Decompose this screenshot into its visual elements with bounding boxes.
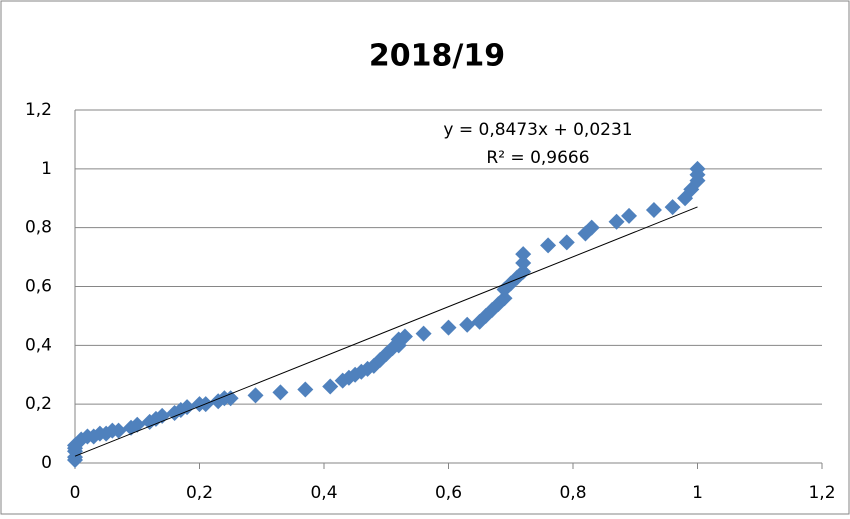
data-point bbox=[621, 207, 638, 224]
y-tick-label: 0,8 bbox=[25, 218, 52, 238]
data-point bbox=[222, 390, 239, 407]
trendline-r2: R² = 0,9666 bbox=[486, 148, 589, 168]
y-tick-label: 0,6 bbox=[25, 277, 52, 297]
x-tick-label: 1 bbox=[692, 483, 703, 503]
x-tick-label: 0,4 bbox=[310, 483, 337, 503]
data-point bbox=[515, 246, 532, 263]
data-point bbox=[272, 384, 289, 401]
trendline bbox=[74, 206, 698, 457]
data-point bbox=[129, 416, 146, 433]
data-point bbox=[322, 378, 339, 395]
data-point bbox=[459, 316, 476, 333]
data-point bbox=[247, 387, 264, 404]
data-point bbox=[664, 199, 681, 216]
x-tick-label: 0,8 bbox=[559, 483, 586, 503]
y-tick-label: 0 bbox=[41, 453, 52, 473]
data-point bbox=[689, 160, 706, 177]
data-point bbox=[415, 325, 432, 342]
data-point bbox=[515, 263, 532, 280]
x-tick-label: 1,2 bbox=[808, 483, 835, 503]
data-point bbox=[440, 319, 457, 336]
x-tick-label: 0,2 bbox=[186, 483, 213, 503]
data-point bbox=[496, 290, 513, 307]
x-tick-label: 0 bbox=[70, 483, 81, 503]
y-tick-label: 1 bbox=[41, 159, 52, 179]
data-point bbox=[110, 422, 127, 439]
y-tick-label: 0,2 bbox=[25, 394, 52, 414]
x-tick-label: 0,6 bbox=[435, 483, 462, 503]
data-point bbox=[583, 219, 600, 236]
data-point bbox=[558, 234, 575, 251]
data-point bbox=[645, 202, 662, 219]
data-point bbox=[396, 328, 413, 345]
data-point bbox=[515, 254, 532, 271]
data-point bbox=[608, 213, 625, 230]
data-point bbox=[297, 381, 314, 398]
data-point bbox=[540, 237, 557, 254]
chart-title: 2018/19 bbox=[369, 39, 505, 74]
trendline-equation: y = 0,8473x + 0,0231 bbox=[443, 120, 632, 140]
y-tick-label: 0,4 bbox=[25, 335, 52, 355]
data-point bbox=[179, 399, 196, 416]
y-tick-label: 1,2 bbox=[25, 100, 52, 120]
